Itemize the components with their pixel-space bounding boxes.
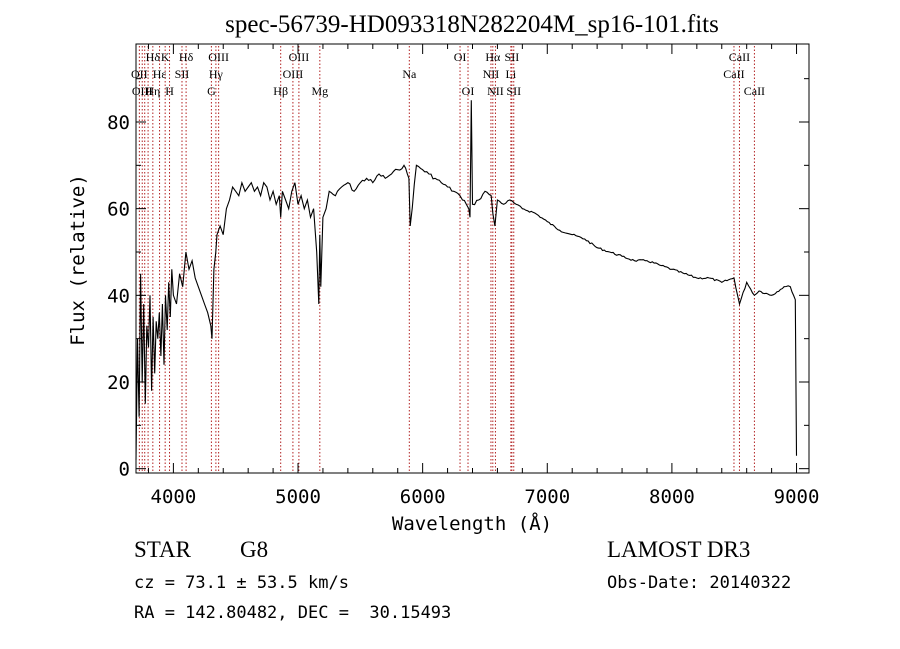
x-tick-label: 8000 bbox=[649, 486, 695, 508]
line-label: H bbox=[165, 84, 174, 98]
plot-frame bbox=[135, 43, 810, 474]
line-label: CaII bbox=[729, 50, 750, 64]
line-label: Hδ bbox=[179, 50, 194, 64]
line-label: SII bbox=[505, 50, 520, 64]
line-label: Hε bbox=[153, 67, 167, 81]
y-tick-label: 0 bbox=[119, 459, 130, 481]
line-label: Hα bbox=[485, 50, 501, 64]
y-axis-label: Flux (relative) bbox=[67, 174, 89, 346]
line-label: OI bbox=[454, 50, 467, 64]
line-label: NII bbox=[487, 84, 504, 98]
line-label: CaII bbox=[744, 84, 765, 98]
x-tick-label: 9000 bbox=[774, 486, 820, 508]
line-label: Li bbox=[506, 67, 517, 81]
line-label: Hη bbox=[145, 84, 160, 98]
line-label: NII bbox=[483, 67, 500, 81]
y-tick-label: 80 bbox=[107, 112, 130, 134]
line-label: Hγ bbox=[209, 67, 224, 81]
survey-name: LAMOST DR3 bbox=[607, 537, 751, 562]
redshift-velocity: cz = 73.1 ± 53.5 km/s bbox=[134, 573, 349, 593]
x-tick-label: 7000 bbox=[524, 486, 570, 508]
y-axis: 0 20 40 60 80 bbox=[107, 78, 809, 481]
line-label: SII bbox=[175, 67, 190, 81]
x-tick-label: 6000 bbox=[400, 486, 446, 508]
object-subclass: G8 bbox=[240, 537, 269, 562]
sky-coordinates: RA = 142.80482, DEC = 30.15493 bbox=[134, 603, 452, 623]
line-label: SII bbox=[506, 84, 521, 98]
x-tick-label: 4000 bbox=[151, 486, 197, 508]
object-class: STAR bbox=[134, 537, 191, 562]
chart-title: spec-56739-HD093318N282204M_sp16-101.fit… bbox=[225, 11, 719, 38]
spectrum-line bbox=[135, 100, 798, 461]
line-label: CaII bbox=[723, 67, 744, 81]
line-label: OIII bbox=[289, 50, 310, 64]
line-label: G bbox=[207, 84, 216, 98]
line-label: Hδ bbox=[146, 50, 161, 64]
line-label: OI bbox=[462, 84, 475, 98]
line-label: Na bbox=[402, 67, 417, 81]
x-tick-label: 5000 bbox=[275, 486, 321, 508]
line-label: OIII bbox=[132, 84, 153, 98]
observation-date: Obs-Date: 20140322 bbox=[607, 573, 792, 593]
y-tick-label: 20 bbox=[107, 372, 130, 394]
line-label: Hβ bbox=[273, 84, 288, 98]
x-axis-label: Wavelength (Å) bbox=[392, 512, 552, 535]
y-tick-label: 60 bbox=[107, 199, 130, 221]
line-label: OIII bbox=[208, 50, 229, 64]
line-label: OIII bbox=[283, 67, 304, 81]
x-axis: 4000 5000 6000 7000 8000 9000 bbox=[147, 44, 820, 508]
y-tick-label: 40 bbox=[107, 285, 130, 307]
line-label: K bbox=[161, 50, 170, 64]
line-label: Mg bbox=[311, 84, 328, 98]
emission-line-markers bbox=[138, 46, 755, 473]
line-label: OII bbox=[131, 67, 148, 81]
